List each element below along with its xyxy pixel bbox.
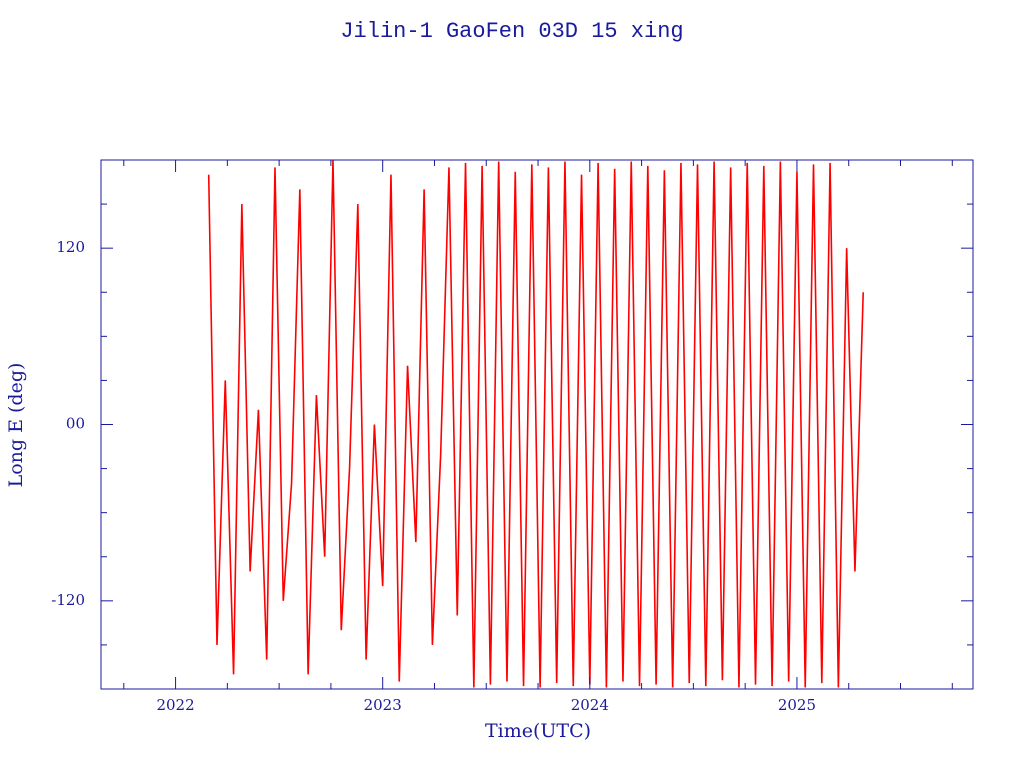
y-axis-label: Long E (deg) xyxy=(5,363,27,488)
x-tick-label: 2023 xyxy=(364,696,402,714)
x-axis-label: Time(UTC) xyxy=(485,720,591,742)
y-tick-label: -120 xyxy=(51,591,85,609)
chart-title: Jilin-1 GaoFen 03D 15 xing xyxy=(340,19,683,44)
x-tick-label: 2022 xyxy=(156,696,194,714)
y-tick-label: 00 xyxy=(66,415,85,433)
x-tick-label: 2025 xyxy=(778,696,816,714)
data-line xyxy=(207,159,865,688)
y-tick-label: 120 xyxy=(56,238,85,256)
x-tick-label: 2024 xyxy=(571,696,609,714)
